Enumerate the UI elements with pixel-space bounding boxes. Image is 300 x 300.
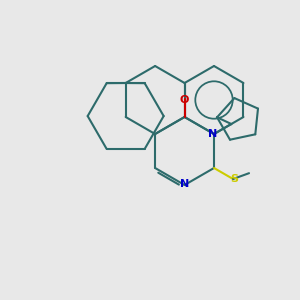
Text: S: S [230, 174, 238, 184]
Text: N: N [208, 129, 217, 139]
Text: O: O [180, 95, 189, 105]
Text: N: N [180, 179, 189, 189]
